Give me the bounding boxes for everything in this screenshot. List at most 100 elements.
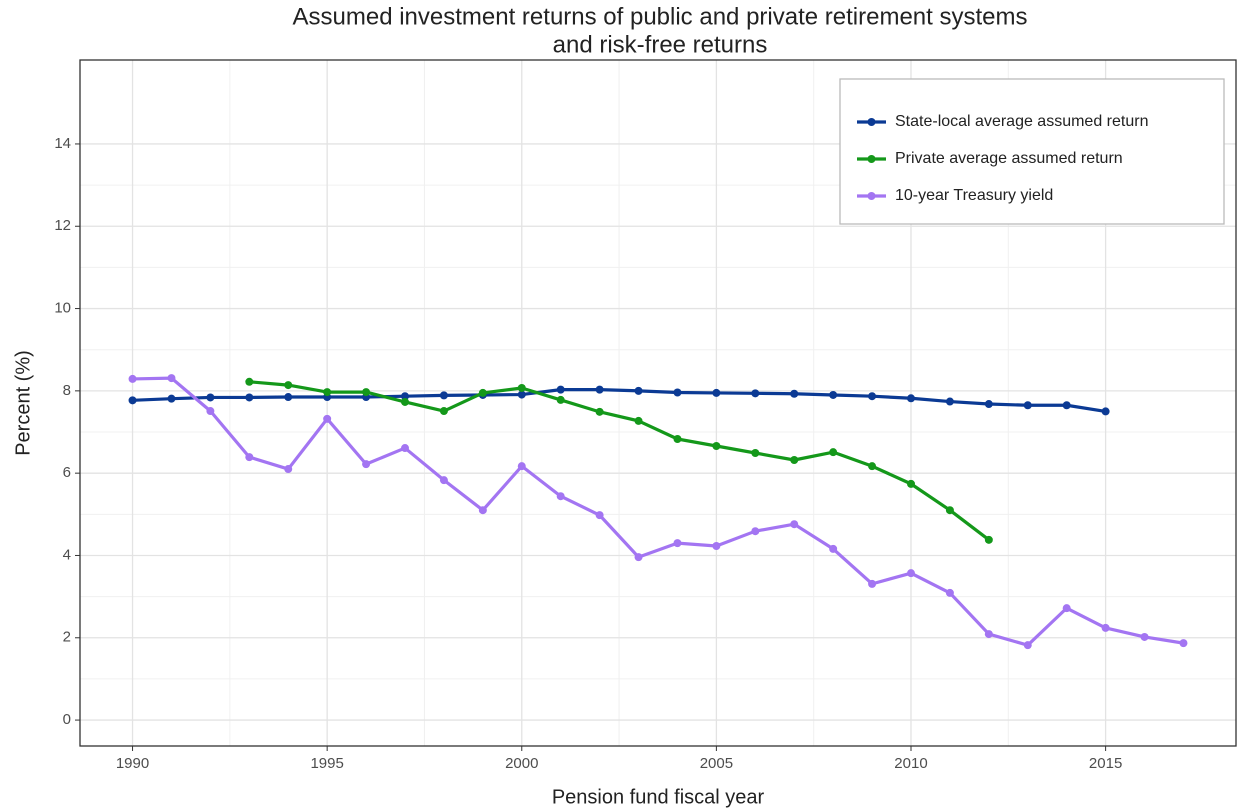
data-point xyxy=(1140,632,1149,641)
legend-swatch-point xyxy=(867,155,876,163)
series-line xyxy=(249,380,990,542)
data-point xyxy=(945,397,954,406)
legend-label: Private average assumed return xyxy=(895,150,1123,167)
data-point xyxy=(556,385,565,394)
data-point xyxy=(868,579,877,588)
data-point xyxy=(712,442,721,451)
data-point xyxy=(829,544,838,553)
data-point xyxy=(673,388,682,397)
legend-label: State-local average assumed return xyxy=(895,113,1148,130)
data-point xyxy=(790,520,799,529)
data-point xyxy=(206,393,215,402)
data-point xyxy=(1023,401,1032,410)
data-point xyxy=(751,527,760,536)
data-point xyxy=(1101,623,1110,632)
series-line xyxy=(132,376,1184,647)
data-point xyxy=(323,414,332,423)
y-tick-label: 8 xyxy=(63,382,71,399)
data-point xyxy=(439,476,448,485)
x-tick-label: 2015 xyxy=(1089,755,1122,772)
data-point xyxy=(556,395,565,404)
data-point xyxy=(362,388,371,397)
legend-swatch-point xyxy=(867,118,876,126)
data-point xyxy=(245,393,254,402)
data-point xyxy=(401,397,410,406)
legend-label: 10-year Treasury yield xyxy=(895,187,1053,204)
data-point xyxy=(284,381,293,390)
data-point xyxy=(595,385,604,394)
series-line xyxy=(132,388,1106,414)
data-point xyxy=(712,388,721,397)
data-point xyxy=(556,492,565,501)
data-point xyxy=(206,407,215,416)
data-point xyxy=(517,390,526,399)
data-point xyxy=(439,407,448,416)
data-point xyxy=(128,374,137,383)
data-point xyxy=(401,392,410,401)
data-point xyxy=(790,455,799,464)
data-point xyxy=(673,435,682,444)
y-axis-label: Percent (%) xyxy=(12,350,34,456)
x-axis-label: Pension fund fiscal year xyxy=(552,786,765,808)
data-point xyxy=(751,389,760,398)
data-point xyxy=(595,407,604,416)
data-point xyxy=(284,465,293,474)
y-tick-label: 2 xyxy=(63,629,71,646)
data-point xyxy=(634,386,643,395)
y-tick-label: 6 xyxy=(63,464,71,481)
data-point xyxy=(673,539,682,548)
x-tick-label: 2005 xyxy=(700,755,733,772)
data-point xyxy=(1062,604,1071,613)
data-point xyxy=(634,416,643,425)
y-tick-label: 4 xyxy=(63,546,71,563)
data-point xyxy=(1023,641,1032,650)
data-point xyxy=(945,506,954,515)
data-point xyxy=(712,542,721,551)
data-point xyxy=(945,588,954,597)
data-point xyxy=(906,569,915,578)
plot-border xyxy=(79,59,1237,747)
data-point xyxy=(906,479,915,488)
y-tick-label: 12 xyxy=(54,217,71,234)
data-point xyxy=(595,511,604,520)
data-point xyxy=(128,396,137,405)
data-point xyxy=(1101,407,1110,416)
data-point xyxy=(984,535,993,544)
data-point xyxy=(323,388,332,397)
x-tick-label: 2010 xyxy=(894,755,927,772)
data-point xyxy=(478,506,487,515)
data-point xyxy=(284,393,293,402)
data-point xyxy=(167,394,176,403)
data-point xyxy=(439,391,448,400)
chart-title: Assumed investment returns of public and… xyxy=(293,3,1028,30)
data-point xyxy=(829,390,838,399)
data-point xyxy=(984,630,993,639)
data-point xyxy=(362,460,371,469)
x-tick-label: 1990 xyxy=(116,755,149,772)
data-point xyxy=(906,394,915,403)
x-tick-label: 1995 xyxy=(310,755,343,772)
data-point xyxy=(634,553,643,562)
y-tick-label: 10 xyxy=(54,300,71,317)
chart-title: and risk-free returns xyxy=(553,31,768,58)
legend-box xyxy=(839,78,1225,225)
data-point xyxy=(984,400,993,409)
data-point xyxy=(829,448,838,457)
data-point xyxy=(517,462,526,471)
y-tick-label: 0 xyxy=(63,711,71,728)
data-point xyxy=(245,377,254,386)
data-point xyxy=(245,453,254,462)
data-point xyxy=(868,462,877,471)
data-point xyxy=(167,374,176,383)
data-point xyxy=(517,383,526,392)
y-tick-label: 14 xyxy=(54,135,71,152)
data-point xyxy=(790,389,799,398)
x-tick-label: 2000 xyxy=(505,755,538,772)
data-point xyxy=(868,392,877,401)
legend-swatch-point xyxy=(867,192,876,200)
data-point xyxy=(1062,401,1071,410)
data-point xyxy=(1179,639,1188,648)
data-point xyxy=(751,448,760,457)
data-point xyxy=(401,444,410,453)
